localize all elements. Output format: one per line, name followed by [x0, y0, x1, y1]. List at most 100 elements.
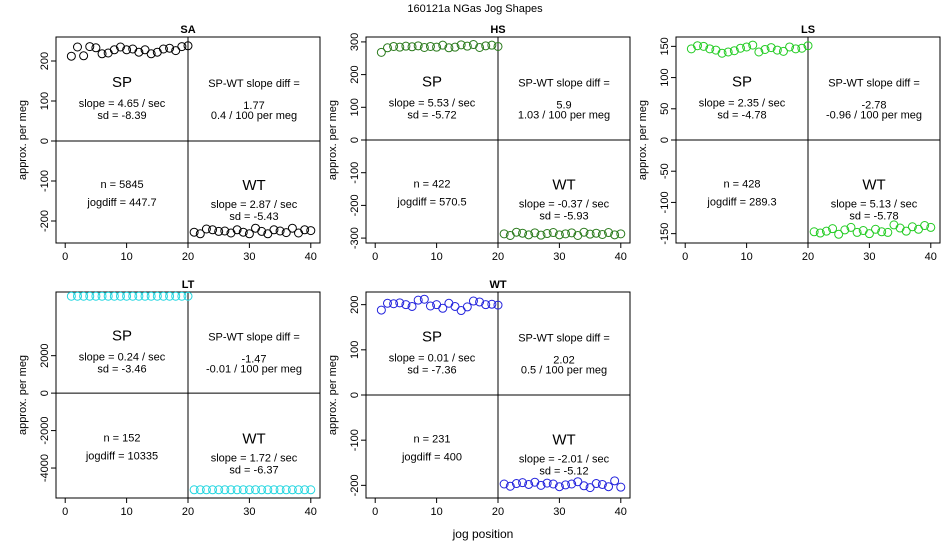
data-point	[493, 300, 503, 310]
data-point	[195, 229, 205, 239]
x-tick-label: 40	[925, 251, 937, 263]
x-tick-label: 40	[305, 251, 317, 263]
y-axis-label: approx. per meg	[17, 355, 29, 435]
jogdiff-text: jogdiff = 400	[401, 452, 462, 464]
data-point	[493, 41, 503, 51]
data-point	[567, 479, 577, 489]
data-point	[281, 485, 291, 495]
y-tick-label: -150	[659, 223, 671, 245]
x-tick-label: 0	[372, 251, 378, 263]
data-point	[158, 44, 168, 54]
x-tick-label: 40	[305, 506, 317, 518]
wt-slope-text: slope = -0.37 / sec	[519, 199, 610, 211]
data-point	[97, 291, 107, 301]
data-point	[244, 485, 254, 495]
data-point	[754, 47, 764, 57]
data-point	[840, 225, 850, 235]
data-point	[729, 46, 739, 56]
data-point	[542, 229, 552, 239]
slope-diff-rate: -0.01 / 100 per meg	[206, 364, 302, 376]
data-point	[287, 485, 297, 495]
data-point	[686, 44, 696, 54]
sp-label: SP	[112, 74, 132, 91]
panel-sa: SA 0 10 20 30 40 -200 -100 0 100 200 approx. per me…	[17, 24, 321, 263]
wt-slope-text: slope = -2.01 / sec	[519, 454, 610, 466]
data-point	[797, 43, 807, 53]
y-tick-label: 0	[659, 137, 671, 143]
data-point	[66, 291, 76, 301]
sp-sd-text: sd = -5.72	[407, 110, 456, 122]
data-point	[926, 222, 936, 232]
data-point	[419, 294, 429, 304]
data-point	[413, 295, 423, 305]
y-tick-label: 300	[349, 33, 361, 51]
data-point	[287, 223, 297, 233]
data-point	[591, 479, 601, 489]
y-tick-label: -100	[349, 429, 361, 451]
data-point	[518, 228, 528, 238]
n-count-text: n = 422	[413, 179, 450, 191]
x-tick-label: 30	[243, 506, 255, 518]
x-tick-label: 20	[182, 251, 194, 263]
data-point	[251, 485, 261, 495]
data-point	[257, 226, 267, 236]
data-point	[481, 300, 491, 310]
data-point	[72, 291, 82, 301]
data-point	[109, 45, 119, 55]
wt-label: WT	[552, 177, 575, 194]
data-point	[382, 43, 392, 53]
data-point	[518, 478, 528, 488]
panel-ls: LS 0 10 20 30 40 -150 -100 -50 0 50 100 150 approx. p…	[637, 24, 941, 263]
data-point	[134, 47, 144, 57]
y-tick-label: -100	[39, 170, 51, 192]
data-point	[91, 291, 101, 301]
y-tick-label: 100	[349, 98, 361, 116]
data-point	[244, 229, 254, 239]
y-tick-label: 200	[39, 52, 51, 70]
data-point	[183, 41, 193, 51]
data-point	[128, 291, 138, 301]
data-point	[208, 225, 218, 235]
y-tick-label: -200	[349, 474, 361, 496]
data-point	[85, 42, 95, 52]
jogdiff-text: jogdiff = 570.5	[396, 197, 466, 209]
sp-sd-text: sd = -4.78	[717, 110, 766, 122]
data-point	[511, 479, 521, 489]
data-point	[468, 40, 478, 50]
data-point	[220, 485, 230, 495]
wt-sd-text: sd = -5.93	[539, 211, 588, 223]
data-point	[723, 47, 733, 57]
data-point	[109, 291, 119, 301]
data-point	[920, 221, 930, 231]
slope-diff-value: 5.9	[556, 100, 571, 112]
data-point	[97, 49, 107, 59]
data-point	[475, 297, 485, 307]
jogdiff-text: jogdiff = 10335	[85, 451, 158, 463]
data-point	[306, 485, 316, 495]
data-point	[238, 485, 248, 495]
data-point	[232, 485, 242, 495]
data-point	[401, 300, 411, 310]
data-point	[195, 485, 205, 495]
data-point	[413, 41, 423, 51]
data-point	[616, 229, 626, 239]
data-point	[567, 228, 577, 238]
y-tick-label: 0	[39, 138, 51, 144]
data-point	[499, 479, 509, 489]
x-tick-label: 0	[62, 251, 68, 263]
data-point	[389, 299, 399, 309]
data-point	[275, 485, 285, 495]
slope-diff-label: SP-WT slope diff =	[208, 78, 300, 90]
slope-diff-rate: 0.4 / 100 per meg	[211, 110, 297, 122]
data-point	[201, 224, 211, 234]
data-point	[79, 51, 89, 61]
data-point	[487, 299, 497, 309]
data-point	[425, 301, 435, 311]
data-point	[561, 480, 571, 490]
data-point	[300, 225, 310, 235]
data-point	[456, 40, 466, 50]
data-point	[419, 42, 429, 52]
data-point	[281, 228, 291, 238]
data-point	[438, 303, 448, 313]
